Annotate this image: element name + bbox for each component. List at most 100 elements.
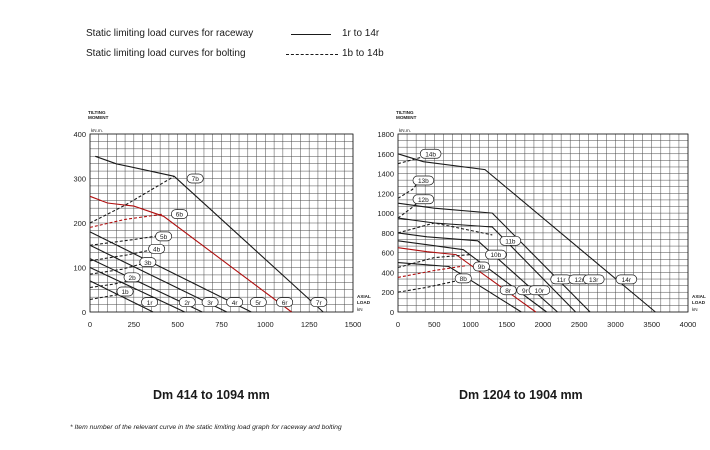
curve-9b: [397, 264, 467, 278]
curve-label-text: 8b: [460, 276, 468, 283]
x-tick-label: 500: [171, 320, 184, 329]
curve-label-text: 6b: [176, 212, 184, 219]
y-axis-label-line2: MOMENT: [396, 115, 417, 120]
x-axis-label-line2: LOAD: [357, 300, 371, 305]
y-axis-label-line1: TILTING: [88, 110, 106, 115]
curve-6r: [89, 195, 292, 313]
curve-13b: [397, 180, 421, 199]
curve-label-5b: 5b: [155, 231, 173, 242]
legend-raceway-range: 1r to 14r: [342, 28, 380, 39]
curve-label-text: 12b: [418, 197, 429, 204]
x-tick-label: 750: [215, 320, 228, 329]
chart-right: 0 500 1000 1500 2000 2500 3000 3500 4000 0 200 400 6…: [377, 110, 706, 329]
curve-label-text: 8r: [505, 288, 512, 295]
x-tick-label: 0: [88, 320, 92, 329]
curve-label-bubble: [155, 231, 173, 242]
curve-label-6r: 6r: [276, 297, 294, 308]
y-tick-label: 400: [73, 130, 86, 139]
curve-label-text: 9b: [478, 264, 486, 271]
y-tick-label: 100: [73, 264, 86, 273]
curve-label-bubble: [123, 272, 141, 283]
curve-label-bubble: [170, 209, 188, 219]
curve-label-text: 10b: [490, 252, 501, 259]
curve-label-text: 10r: [535, 288, 545, 295]
curve-label-6b: 6b: [170, 209, 188, 219]
x-tick-label: 500: [428, 320, 441, 329]
x-tick-label: 1500: [498, 320, 515, 329]
x-axis-unit: kN: [692, 307, 698, 312]
curve-label-text: 2r: [184, 300, 191, 307]
x-tick-label: 1000: [462, 320, 479, 329]
legend-bolting-range: 1b to 14b: [342, 48, 384, 59]
curve-label-bubble: [139, 257, 157, 268]
curve-11b: [397, 222, 493, 236]
curve-label-bubble: [249, 297, 267, 308]
curve-label-text: 2b: [128, 275, 136, 282]
y-tick-label: 1400: [377, 170, 394, 179]
curve-label-bubble: [310, 297, 328, 308]
curve-label-8r: 8r: [499, 285, 517, 296]
curve-6b: [89, 213, 164, 228]
curve-8r: [397, 262, 522, 313]
x-tick-label: 1000: [257, 320, 274, 329]
x-tick-label: 3500: [643, 320, 660, 329]
curve-label-text: 1b: [121, 289, 129, 296]
y-tick-label: 200: [381, 288, 394, 297]
y-tick-label: 0: [390, 308, 394, 317]
x-tick-label: 4000: [680, 320, 697, 329]
x-tick-label: 0: [396, 320, 400, 329]
y-tick-label: 0: [82, 308, 86, 317]
curve-label-text: 4b: [153, 246, 161, 253]
curve-label-8b: 8b: [454, 273, 472, 284]
chart-right-title: Dm 1204 to 1904 mm: [459, 388, 583, 402]
curve-label-7r: 7r: [310, 297, 328, 308]
curve-label-text: 3b: [144, 260, 152, 267]
curve-label-text: 13b: [418, 178, 429, 185]
chart-left-title: Dm 414 to 1094 mm: [153, 388, 270, 402]
curve-label-11r: 11r: [550, 274, 572, 285]
curve-label-bubble: [178, 297, 196, 308]
y-tick-label: 600: [381, 249, 394, 258]
curve-label-text: 3r: [207, 300, 214, 307]
curve-11r: [397, 232, 558, 313]
curve-12b: [397, 199, 421, 219]
curve-label-text: 9r: [522, 288, 529, 295]
curve-label-bubble: [276, 297, 294, 308]
y-tick-label: 1200: [377, 189, 394, 198]
curve-label-3b: 3b: [139, 257, 157, 268]
curve-label-bubble: [419, 148, 442, 159]
curve-label-bubble: [148, 243, 166, 254]
legend-bolting-label: Static limiting load curves for bolting: [86, 48, 246, 59]
curve-label-bubble: [141, 297, 159, 308]
y-axis-unit: kN.m.: [399, 128, 411, 133]
curve-1r: [89, 280, 154, 313]
curve-4b: [89, 248, 157, 262]
y-axis-label-line1: TILTING: [396, 110, 414, 115]
curve-label-bubble: [528, 285, 551, 296]
x-axis-unit: kN: [357, 307, 363, 312]
curve-label-text: 14b: [425, 151, 436, 158]
curve-label-text: 11r: [557, 277, 567, 284]
curve-label-bubble: [186, 173, 204, 184]
curve-label-4r: 4r: [226, 297, 244, 308]
curve-13r: [397, 202, 591, 313]
curve-label-10b: 10b: [485, 249, 507, 260]
curve-14r: [397, 153, 656, 313]
curve-label-bubble: [412, 175, 435, 186]
curve-label-text: 7r: [316, 300, 323, 307]
y-tick-label: 400: [381, 268, 394, 277]
y-tick-label: 1600: [377, 150, 394, 159]
legend-dashed-line-sample: [286, 54, 338, 55]
curve-label-14r: 14r: [615, 274, 638, 285]
y-tick-label: 1000: [377, 209, 394, 218]
curve-label-1r: 1r: [141, 297, 159, 308]
curve-label-12b: 12b: [412, 194, 435, 205]
curve-label-bubble: [116, 286, 134, 297]
x-tick-label: 1500: [345, 320, 362, 329]
curve-label-text: 11b: [505, 238, 516, 245]
curve-7r: [95, 155, 324, 313]
curve-label-text: 14r: [622, 277, 632, 284]
x-tick-label: 3000: [607, 320, 624, 329]
y-tick-label: 1800: [377, 130, 394, 139]
legend-raceway-label: Static limiting load curves for raceway: [86, 28, 254, 39]
